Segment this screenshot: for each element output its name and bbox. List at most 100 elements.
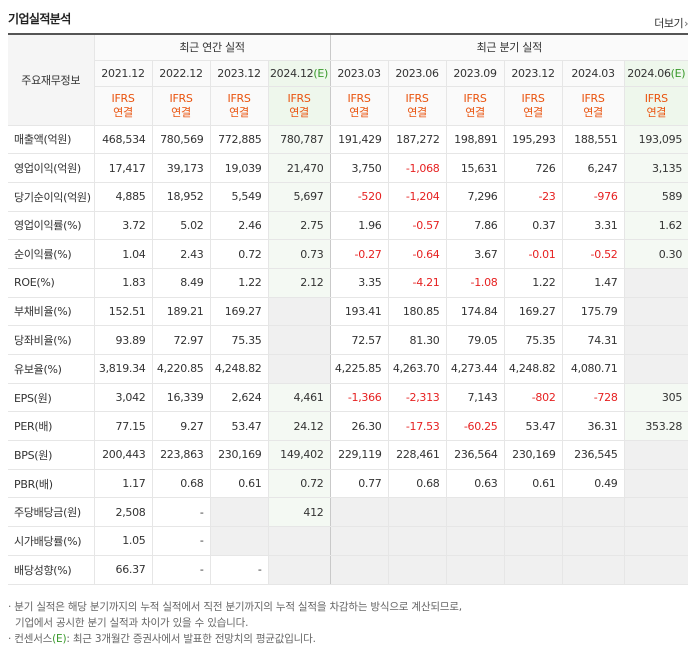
table-cell	[387, 526, 447, 556]
table-cell: 9.27	[151, 411, 210, 442]
table-cell: 180.85	[387, 296, 447, 327]
period-header: 2022.12	[151, 60, 210, 87]
table-cell: -	[209, 555, 268, 585]
table-cell: 236,564	[445, 440, 505, 470]
table-row: PER(배) 77.15 9.27 53.47 24.12 26.30 -17.53 -60.…	[8, 411, 689, 442]
table-cell: -728	[561, 382, 625, 413]
row-label: PBR(배)	[8, 469, 95, 499]
table-cell: -0.57	[387, 210, 447, 241]
table-cell: 26.30	[329, 411, 389, 442]
period-header-row: 2021.12 2022.12 2023.12 2024.12(E) 2023.03 20…	[8, 60, 689, 87]
table-row: EPS(원) 3,042 16,339 2,624 4,461 -1,366 -2,313 7…	[8, 382, 689, 413]
table-cell	[445, 497, 505, 528]
table-cell	[209, 497, 268, 528]
table-cell: 5,697	[267, 182, 331, 212]
table-cell: 305	[623, 382, 689, 413]
table-cell: 93.89	[93, 325, 152, 355]
table-cell: -976	[561, 182, 625, 212]
table-cell: -17.53	[387, 411, 447, 442]
table-cell: 3,135	[623, 153, 689, 183]
more-link[interactable]: 더보기›	[654, 15, 688, 31]
table-cell: 152.51	[93, 296, 152, 327]
table-cell: 589	[623, 182, 689, 212]
table-cell: 4,080.71	[561, 354, 625, 384]
table-cell: 5.02	[151, 210, 210, 241]
table-cell: 1.22	[503, 268, 563, 298]
table-cell: 79.05	[445, 325, 505, 355]
table-cell: 72.57	[329, 325, 389, 355]
table-row: 매출액(억원) 468,534 780,569 772,885 780,787 191,4…	[8, 125, 689, 155]
table-cell: 0.73	[267, 239, 331, 269]
row-label: 주당배당금(원)	[8, 497, 95, 528]
table-cell: 230,169	[209, 440, 268, 470]
row-label: BPS(원)	[8, 440, 95, 470]
note-prefix: · 컨센서스	[8, 633, 53, 645]
period-header: 2023.03	[329, 60, 389, 87]
table-cell: 3.31	[561, 210, 625, 241]
table-cell: -0.27	[329, 239, 389, 269]
table-cell: 75.35	[209, 325, 268, 355]
consolidated-label: 연결	[113, 105, 133, 119]
ifrs-header: IFRS 연결	[503, 86, 563, 126]
group-annual: 최근 연간 실적	[94, 34, 331, 61]
table-cell: 19,039	[209, 153, 268, 183]
consolidated-label: 연결	[523, 105, 543, 119]
table-cell: 174.84	[445, 296, 505, 327]
table-cell	[445, 555, 505, 585]
table-cell: 3,750	[329, 153, 389, 183]
table-cell: 81.30	[387, 325, 447, 355]
period-label: 2023.09	[453, 66, 497, 80]
table-cell: -4.21	[387, 268, 447, 298]
consolidated-label: 연결	[465, 105, 485, 119]
period-label: 2023.03	[337, 66, 381, 80]
table-cell: 0.61	[503, 469, 563, 499]
table-cell	[387, 555, 447, 585]
table-row: 시가배당률(%) 1.05-	[8, 526, 689, 556]
ifrs-header: IFRS 연결	[445, 86, 505, 126]
ifrs-label: IFRS	[405, 91, 429, 105]
table-cell	[623, 526, 689, 556]
table-cell	[623, 497, 689, 528]
table-cell	[623, 555, 689, 585]
ifrs-label: IFRS	[521, 91, 545, 105]
table-body: 매출액(억원) 468,534 780,569 772,885 780,787 191,4…	[8, 125, 689, 585]
table-cell: 5,549	[209, 182, 268, 212]
ifrs-label: IFRS	[169, 91, 193, 105]
table-cell: 726	[503, 153, 563, 183]
table-cell: 198,891	[445, 125, 505, 155]
chevron-right-icon: ›	[684, 17, 688, 30]
table-cell: 3.35	[329, 268, 389, 298]
table-cell: 16,339	[151, 382, 210, 413]
table-cell: 2,508	[93, 497, 152, 528]
financial-table: 주요재무정보 최근 연간 실적 최근 분기 실적 2021.12 2022.12 2…	[8, 33, 689, 585]
table-cell: 72.97	[151, 325, 210, 355]
period-label: 2021.12	[101, 66, 145, 80]
table-cell: -0.01	[503, 239, 563, 269]
table-cell: 0.61	[209, 469, 268, 499]
table-cell: 353.28	[623, 411, 689, 442]
table-cell: -0.52	[561, 239, 625, 269]
table-cell: 1.62	[623, 210, 689, 241]
table-cell: 191,429	[329, 125, 389, 155]
table-cell: 193.41	[329, 296, 389, 327]
consolidated-label: 연결	[289, 105, 309, 119]
table-cell: 230,169	[503, 440, 563, 470]
table-cell: 4,885	[93, 182, 152, 212]
row-label: 부채비율(%)	[8, 296, 95, 327]
period-label: 2024.12	[269, 66, 314, 80]
table-cell: -	[151, 497, 210, 528]
table-cell	[329, 555, 389, 585]
table-cell: 8.49	[151, 268, 210, 298]
ifrs-header: IFRS 연결	[93, 86, 152, 126]
table-cell	[503, 497, 563, 528]
estimate-mark: (E)	[313, 66, 329, 80]
consolidated-label: 연결	[407, 105, 427, 119]
ifrs-header: IFRS 연결	[561, 86, 625, 126]
period-label: 2024.06	[627, 66, 671, 80]
table-cell	[267, 296, 331, 327]
ifrs-label: IFRS	[347, 91, 371, 105]
table-cell: 3,819.34	[93, 354, 152, 384]
table-cell: 0.68	[387, 469, 447, 499]
table-cell: -520	[329, 182, 389, 212]
table-cell	[623, 268, 689, 298]
